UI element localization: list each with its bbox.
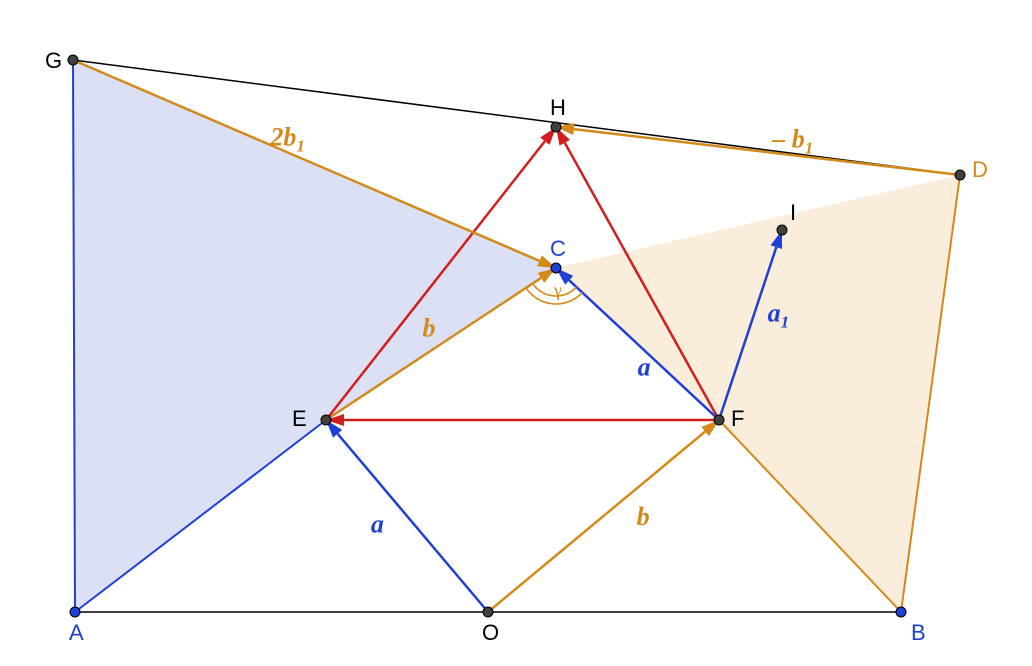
point-A-label: A [69,620,84,645]
region [556,175,960,612]
point-G-label: G [45,48,62,73]
point-B-label: B [911,620,926,645]
point-D [955,170,965,180]
filled-regions [73,60,960,612]
vector-G-C-label: 2b1 [269,123,305,156]
region [73,60,556,612]
vector-D-H [574,129,960,175]
point-B [896,607,906,617]
vector-O-E [338,434,488,612]
point-O [483,607,493,617]
point-A [70,607,80,617]
point-I [777,225,787,235]
angle-label: γ [553,280,562,300]
vector-F-C-label: a [638,353,651,382]
point-E [321,415,331,425]
vector-O-F [488,432,705,612]
vector-D-H-label: – b1 [771,124,813,157]
point-O-label: O [482,620,499,645]
point-H-label: H [550,95,566,120]
point-E-label: E [292,406,307,431]
point-C-label: C [550,236,566,261]
point-C [551,263,561,273]
point-F-label: F [731,406,744,431]
vector-E-C-label: b [423,313,436,342]
point-D-label: D [972,157,988,182]
point-F [714,415,724,425]
point-H [551,122,561,132]
point-G [68,55,78,65]
point-I-label: I [790,200,796,225]
vector-O-F-label: b [637,502,650,531]
vector-O-E-label: a [371,509,384,538]
